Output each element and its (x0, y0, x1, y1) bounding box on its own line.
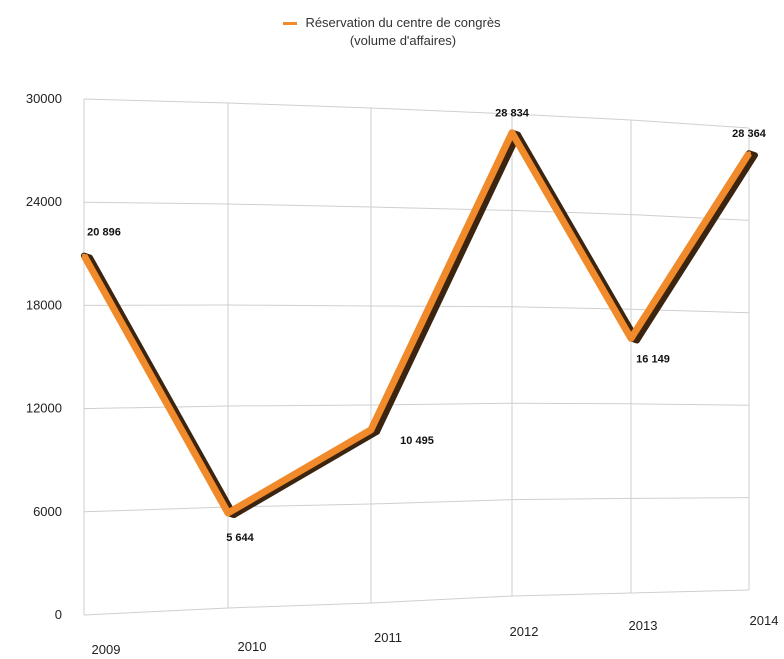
legend-line-2: (volume d'affaires) (349, 33, 457, 48)
data-label: 10 495 (400, 435, 434, 447)
y-tick-label: 30000 (26, 91, 62, 106)
y-tick-label: 6000 (33, 504, 62, 519)
x-tick-label: 2012 (510, 624, 539, 639)
y-tick-label: 18000 (26, 297, 62, 312)
y-tick-label: 24000 (26, 194, 62, 209)
y-tick-label: 12000 (26, 401, 62, 416)
data-label: 20 896 (87, 227, 121, 239)
legend-swatch (283, 22, 298, 25)
series-layer (80, 129, 758, 518)
data-point (226, 511, 230, 515)
x-tick-label: 2010 (238, 639, 267, 654)
grid-line-horizontal (83, 589, 750, 616)
x-axis: 2009 2010 2011 2012 2013 2014 (92, 613, 779, 657)
data-labels: 20 896 5 644 10 495 28 834 16 149 28 364 (87, 108, 767, 544)
x-tick-label: 2014 (750, 613, 779, 628)
data-label: 28 364 (732, 128, 767, 140)
grid-line-horizontal (83, 402, 750, 410)
data-label: 5 644 (226, 532, 254, 544)
y-tick-label: 0 (55, 607, 62, 622)
data-point (747, 151, 751, 156)
legend-line-1: Réservation du centre de congrès (305, 15, 501, 30)
chart-legend: Réservation du centre de congrès (volume… (0, 12, 784, 50)
x-tick-label: 2013 (629, 618, 658, 633)
data-point (510, 130, 514, 135)
series-line (80, 129, 752, 517)
legend-label: Réservation du centre de congrès (volume… (305, 14, 500, 50)
data-point (369, 427, 373, 432)
data-point (629, 336, 633, 341)
grid-line-horizontal (83, 201, 750, 221)
y-axis: 0 6000 12000 18000 24000 30000 (26, 91, 62, 622)
data-label: 16 149 (636, 353, 670, 365)
grid-line-horizontal (83, 98, 750, 129)
x-tick-label: 2009 (92, 642, 121, 657)
data-point (82, 253, 86, 258)
data-label: 28 834 (495, 108, 530, 120)
x-tick-label: 2011 (374, 630, 402, 645)
grid-line-horizontal (83, 497, 750, 513)
